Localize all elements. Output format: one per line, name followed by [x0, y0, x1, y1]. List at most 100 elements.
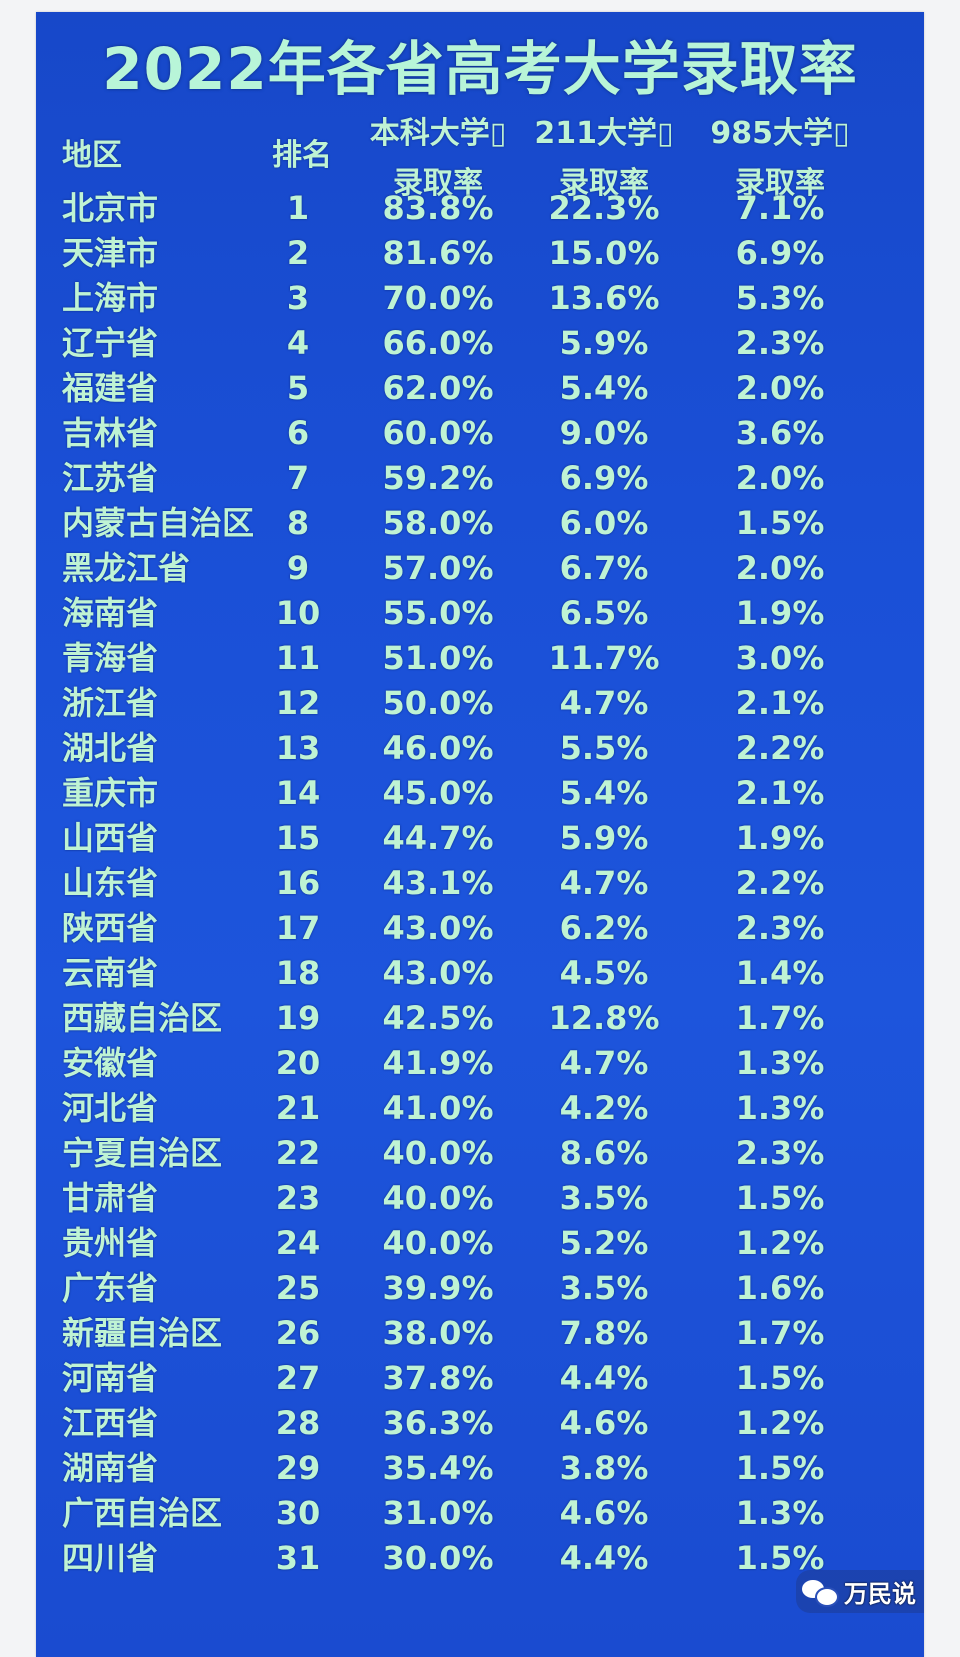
cell-211-rate: 3.5%: [559, 1179, 649, 1217]
cell-rank: 8: [286, 504, 310, 542]
cell-region: 河北省: [62, 1089, 159, 1127]
cell-rank: 1: [286, 189, 310, 227]
cell-985-rate: 2.0%: [735, 369, 825, 407]
cell-985-rate: 1.9%: [735, 594, 825, 632]
cell-211-rate: 11.7%: [548, 639, 660, 677]
cell-rank: 19: [275, 999, 321, 1037]
cell-985-rate: 5.3%: [735, 279, 825, 317]
cell-rank: 15: [275, 819, 321, 857]
cell-rank: 29: [275, 1449, 321, 1487]
cell-region: 吉林省: [62, 414, 159, 452]
cell-211-rate: 6.0%: [559, 504, 649, 542]
cell-region: 甘肃省: [62, 1179, 159, 1217]
cell-region: 上海市: [62, 279, 159, 317]
cell-985-rate: 1.3%: [735, 1089, 825, 1127]
cell-985-rate: 2.1%: [735, 774, 825, 812]
cell-region: 重庆市: [62, 774, 159, 812]
cell-985-rate: 1.9%: [735, 819, 825, 857]
cell-undergrad-rate: 60.0%: [382, 414, 494, 452]
cell-undergrad-rate: 36.3%: [382, 1404, 494, 1442]
cell-985-rate: 2.0%: [735, 459, 825, 497]
cell-rank: 16: [275, 864, 321, 902]
cell-rank: 7: [286, 459, 310, 497]
cell-rank: 20: [275, 1044, 321, 1082]
cell-region: 安徽省: [62, 1044, 159, 1082]
cell-region: 西藏自治区: [62, 999, 223, 1037]
cell-985-rate: 1.5%: [735, 1449, 825, 1487]
cell-region: 青海省: [62, 639, 159, 677]
cell-undergrad-rate: 70.0%: [382, 279, 494, 317]
cell-211-rate: 4.4%: [559, 1359, 649, 1397]
cell-rank: 30: [275, 1494, 321, 1532]
cell-region: 宁夏自治区: [62, 1134, 223, 1172]
cell-region: 内蒙古自治区: [62, 504, 255, 542]
cell-rank: 25: [275, 1269, 321, 1307]
cell-rank: 11: [275, 639, 321, 677]
cell-211-rate: 5.2%: [559, 1224, 649, 1262]
cell-985-rate: 1.5%: [735, 1359, 825, 1397]
cell-211-rate: 4.2%: [559, 1089, 649, 1127]
header-985-line2: 录取率: [735, 166, 825, 201]
cell-rank: 31: [275, 1539, 321, 1577]
cell-211-rate: 5.4%: [559, 369, 649, 407]
cell-undergrad-rate: 40.0%: [382, 1134, 494, 1172]
cell-985-rate: 2.3%: [735, 909, 825, 947]
cell-undergrad-rate: 37.8%: [382, 1359, 494, 1397]
cell-undergrad-rate: 45.0%: [382, 774, 494, 812]
cell-rank: 12: [275, 684, 321, 722]
cell-undergrad-rate: 39.9%: [382, 1269, 494, 1307]
cell-985-rate: 2.3%: [735, 324, 825, 362]
cell-985-rate: 2.2%: [735, 729, 825, 767]
cell-undergrad-rate: 55.0%: [382, 594, 494, 632]
table-panel: 2022年各省高考大学录取率 地区 排名 本科大学▯ 录取率 211大学▯ 录取…: [36, 12, 924, 1657]
cell-region: 江西省: [62, 1404, 159, 1442]
cell-211-rate: 4.6%: [559, 1404, 649, 1442]
cell-region: 天津市: [62, 234, 159, 272]
cell-985-rate: 1.2%: [735, 1404, 825, 1442]
cell-region: 山西省: [62, 819, 159, 857]
cell-rank: 17: [275, 909, 321, 947]
wechat-icon: [802, 1578, 839, 1607]
cell-region: 广东省: [62, 1269, 159, 1307]
cell-region: 陕西省: [62, 909, 159, 947]
cell-rank: 4: [286, 324, 310, 362]
page-title: 2022年各省高考大学录取率: [102, 35, 858, 103]
cell-undergrad-rate: 62.0%: [382, 369, 494, 407]
cell-region: 黑龙江省: [62, 549, 191, 587]
cell-211-rate: 4.7%: [559, 684, 649, 722]
cell-rank: 13: [275, 729, 321, 767]
cell-region: 湖北省: [62, 729, 159, 767]
cell-rank: 5: [286, 369, 310, 407]
cell-undergrad-rate: 41.0%: [382, 1089, 494, 1127]
cell-211-rate: 13.6%: [548, 279, 660, 317]
cell-985-rate: 2.1%: [735, 684, 825, 722]
cell-region: 河南省: [62, 1359, 159, 1397]
cell-undergrad-rate: 57.0%: [382, 549, 494, 587]
cell-211-rate: 15.0%: [548, 234, 660, 272]
cell-undergrad-rate: 46.0%: [382, 729, 494, 767]
cell-region: 贵州省: [62, 1224, 159, 1262]
cell-985-rate: 1.3%: [735, 1044, 825, 1082]
cell-undergrad-rate: 35.4%: [382, 1449, 494, 1487]
cell-211-rate: 4.7%: [559, 864, 649, 902]
cell-rank: 23: [275, 1179, 321, 1217]
cell-985-rate: 3.6%: [735, 414, 825, 452]
cell-undergrad-rate: 41.9%: [382, 1044, 494, 1082]
cell-211-rate: 6.7%: [559, 549, 649, 587]
cell-211-rate: 5.4%: [559, 774, 649, 812]
header-211-line1: 211大学▯: [534, 116, 674, 151]
cell-region: 云南省: [62, 954, 159, 992]
cell-211-rate: 3.8%: [559, 1449, 649, 1487]
header-211-line2: 录取率: [559, 166, 649, 201]
cell-undergrad-rate: 40.0%: [382, 1179, 494, 1217]
cell-region: 北京市: [62, 189, 159, 227]
cell-region: 广西自治区: [62, 1494, 223, 1532]
header-undergrad-line1: 本科大学▯: [369, 116, 507, 151]
cell-211-rate: 4.5%: [559, 954, 649, 992]
cell-211-rate: 12.8%: [548, 999, 660, 1037]
cell-undergrad-rate: 43.1%: [382, 864, 494, 902]
cell-rank: 14: [275, 774, 321, 812]
cell-211-rate: 6.5%: [559, 594, 649, 632]
cell-rank: 6: [286, 414, 310, 452]
cell-rank: 24: [275, 1224, 321, 1262]
